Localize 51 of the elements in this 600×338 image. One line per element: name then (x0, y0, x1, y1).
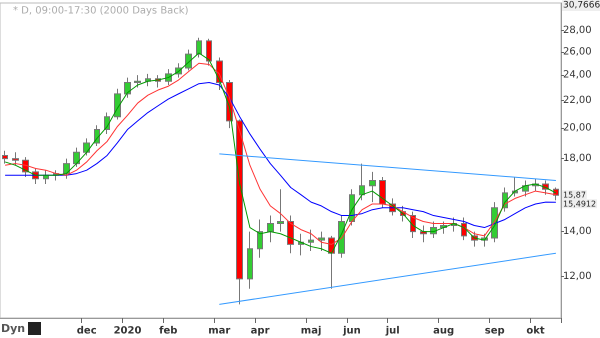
y-tick-label: 12,00 (563, 270, 592, 282)
text: 30,7666 (563, 0, 600, 10)
text: Dyn (1, 322, 26, 335)
candlestick (267, 215, 274, 243)
x-tick-label: sep (484, 326, 505, 336)
y-tick-label: 28,00 (563, 24, 592, 36)
candlestick (12, 152, 19, 166)
candlestick (461, 217, 467, 241)
x-tick-label: 2020 (114, 326, 142, 336)
x-tick-label: maj (300, 326, 322, 336)
candlestick (318, 231, 325, 252)
candlestick (257, 218, 263, 258)
candlestick (287, 215, 294, 254)
annotation: 15,87 (563, 190, 586, 200)
x-tick-label: jul (384, 326, 400, 336)
x-tick-label: dec (76, 326, 97, 336)
candlestick (2, 150, 8, 164)
candlestick (369, 171, 376, 203)
x-tick-label: apr (250, 326, 270, 336)
candlestick (277, 188, 284, 232)
candlestick (124, 77, 131, 98)
candlestick (512, 176, 518, 198)
x-tick-label: jun (342, 326, 361, 336)
candlestick (247, 231, 253, 290)
x-tick-label: aug (433, 326, 454, 336)
text: 15,4912 (563, 199, 596, 208)
chart-title: * D, 09:00-17:30 (2000 Days Back) (13, 6, 189, 16)
candlestick (185, 49, 192, 71)
candlestick (206, 38, 212, 66)
candlestick (298, 233, 304, 256)
x-tick-label: okt (526, 326, 545, 336)
y-tick-label: 20,00 (563, 122, 592, 134)
y-tick-label: 24,00 (563, 70, 592, 81)
candlestick (308, 229, 314, 252)
line-series (4, 82, 556, 228)
candlestick (83, 138, 90, 156)
candlestick (63, 158, 70, 180)
candlestick (73, 147, 80, 168)
y-tick-label: 14,00 (563, 226, 592, 238)
x-tick-label: feb (159, 326, 178, 336)
candlestick (359, 163, 365, 201)
y-tick-label: 26,00 (563, 46, 592, 58)
y-tick-label: 18,00 (563, 153, 592, 164)
x-tick-label: mar (208, 326, 230, 336)
candlestick (196, 37, 202, 58)
candlestick (114, 88, 121, 120)
candlestick (236, 119, 243, 305)
candlestick (134, 74, 141, 88)
candlestick (420, 225, 427, 243)
candlestick (379, 176, 386, 208)
y-tick-label: 22,00 (563, 94, 592, 106)
